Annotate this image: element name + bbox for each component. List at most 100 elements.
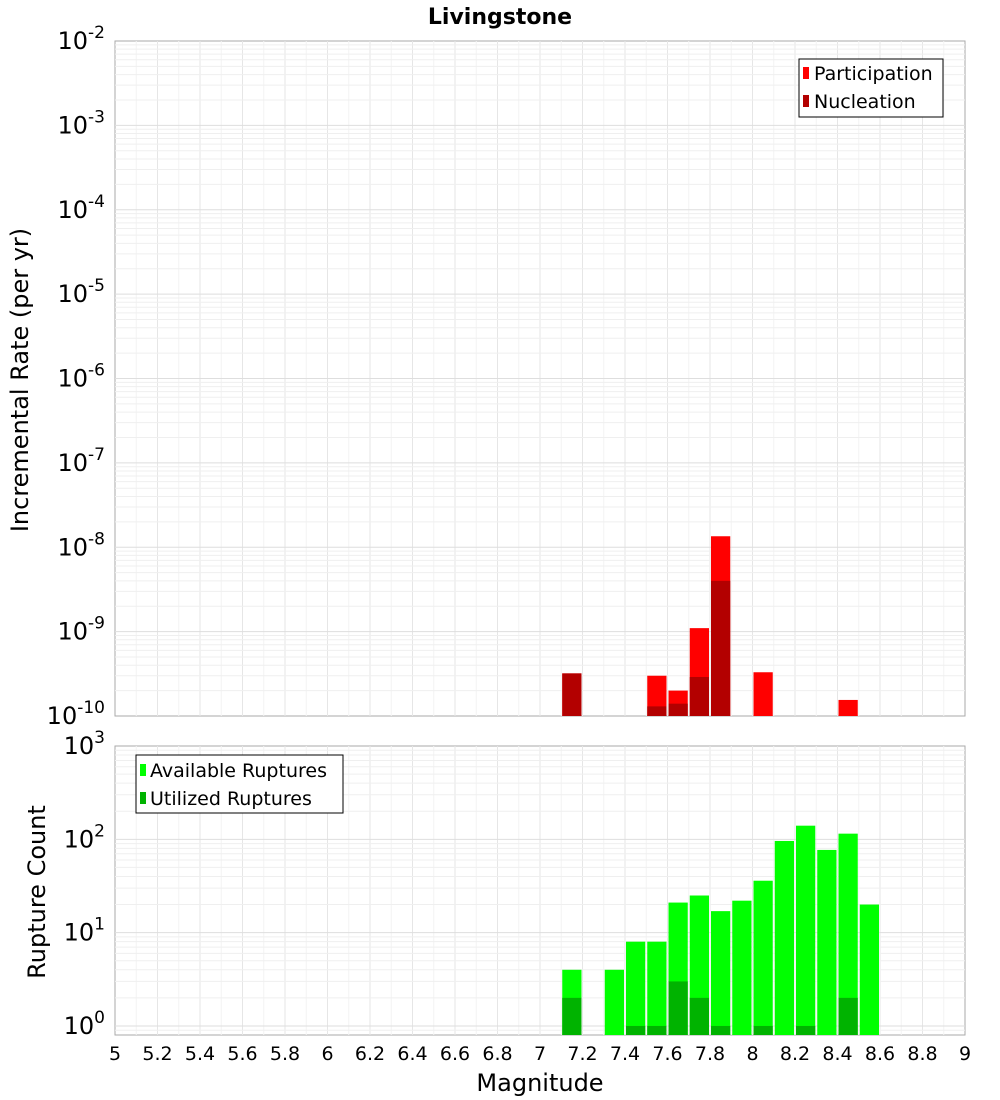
tick-base: 10	[64, 825, 95, 853]
available-ruptures-bar	[817, 849, 837, 1035]
nucleation-bar	[711, 580, 731, 716]
x-tick-label: 6.8	[482, 1043, 512, 1065]
x-tick-label: 8.2	[780, 1043, 810, 1065]
x-tick-label: 8	[746, 1043, 758, 1065]
top-y-tick-label: 10-10	[47, 698, 105, 730]
available-ruptures-bar	[604, 969, 624, 1035]
tick-exponent: -10	[77, 698, 105, 718]
bottom-legend-box	[135, 754, 344, 814]
tick-exponent: 0	[94, 1008, 105, 1028]
participation-bar	[753, 672, 773, 716]
x-tick-label: 8.6	[865, 1043, 895, 1065]
tick-base: 10	[58, 196, 89, 224]
x-tick-label: 5.4	[185, 1043, 215, 1065]
tick-exponent: 3	[94, 728, 105, 748]
available-ruptures-bar	[859, 904, 879, 1035]
tick-base: 10	[58, 280, 89, 308]
available-ruptures-bar	[774, 840, 794, 1035]
utilized-ruptures-bar	[647, 1025, 667, 1035]
utilized-ruptures-bar	[711, 1025, 731, 1035]
bottom-bars	[562, 825, 879, 1035]
tick-base: 10	[47, 702, 78, 730]
bottom-legend: Available Ruptures Utilized Ruptures	[135, 754, 344, 814]
x-tick-label: 7	[534, 1043, 546, 1065]
x-tick-label: 7.4	[610, 1043, 640, 1065]
bottom-y-tick-label: 102	[64, 821, 105, 853]
tick-exponent: -2	[88, 23, 105, 43]
bottom-y-axis-label: Rupture Count	[23, 805, 51, 979]
available-legend-swatch	[140, 764, 146, 776]
utilized-legend-label: Utilized Ruptures	[150, 788, 312, 810]
bottom-y-tick-label: 101	[64, 915, 105, 947]
nucleation-bar	[562, 673, 582, 716]
utilized-ruptures-bar	[668, 981, 688, 1035]
tick-base: 10	[64, 732, 95, 760]
available-ruptures-bar	[753, 880, 773, 1035]
participation-bar	[647, 675, 667, 716]
participation-bar	[838, 699, 858, 716]
utilized-ruptures-bar	[838, 997, 858, 1035]
top-legend: Participation Nucleation	[798, 58, 944, 118]
available-ruptures-bar	[626, 941, 646, 1035]
nucleation-bar	[647, 706, 667, 716]
x-tick-label: 6.4	[397, 1043, 427, 1065]
tick-base: 10	[64, 1012, 95, 1040]
available-ruptures-bar	[732, 900, 752, 1035]
tick-base: 10	[58, 533, 89, 561]
top-grid	[115, 41, 965, 716]
utilized-ruptures-bar	[796, 1025, 816, 1035]
x-axis-label: Magnitude	[476, 1069, 603, 1097]
top-y-tick-label: 10-8	[58, 529, 106, 561]
tick-exponent: -7	[88, 445, 105, 465]
top-y-tick-label: 10-6	[58, 361, 106, 393]
available-legend-label: Available Ruptures	[150, 760, 327, 782]
tick-exponent: -3	[88, 107, 105, 127]
bottom-y-tick-label: 103	[64, 728, 105, 760]
tick-base: 10	[64, 919, 95, 947]
tick-exponent: -5	[88, 276, 105, 296]
utilized-ruptures-bar	[562, 997, 582, 1035]
x-tick-labels: 5 5.2 5.4 5.6 5.8 6 6.2 6.4 6.6 6.8 7 7.2 7.4 7.6 7.8 8…	[109, 1043, 971, 1065]
top-y-axis-label: Incremental Rate (per yr)	[6, 228, 34, 532]
tick-exponent: 2	[94, 821, 105, 841]
x-tick-label: 5.6	[227, 1043, 257, 1065]
utilized-ruptures-bar	[626, 1025, 646, 1035]
tick-base: 10	[58, 365, 89, 393]
available-ruptures-bar	[796, 825, 816, 1035]
x-tick-label: 7.2	[567, 1043, 597, 1065]
available-ruptures-bar	[647, 941, 667, 1035]
tick-exponent: -6	[88, 361, 105, 381]
x-tick-label: 5.2	[142, 1043, 172, 1065]
tick-exponent: -4	[88, 192, 105, 212]
x-tick-label: 5.8	[270, 1043, 300, 1065]
chart-title: Livingstone	[428, 5, 572, 30]
top-legend-box	[798, 58, 944, 118]
top-y-tick-label: 10-5	[58, 276, 106, 308]
tick-base: 10	[58, 111, 89, 139]
nucleation-legend-swatch	[803, 95, 809, 107]
top-y-tick-label: 10-4	[58, 192, 106, 224]
tick-exponent: -8	[88, 529, 105, 549]
nucleation-bar	[689, 676, 709, 716]
x-tick-label: 9	[959, 1043, 971, 1065]
x-tick-label: 7.8	[695, 1043, 725, 1065]
x-tick-label: 8.8	[907, 1043, 937, 1065]
nucleation-bar	[668, 703, 688, 716]
bottom-y-tick-label: 100	[64, 1008, 105, 1040]
x-tick-label: 6.6	[440, 1043, 470, 1065]
tick-base: 10	[58, 618, 89, 646]
tick-base: 10	[58, 449, 89, 477]
x-tick-label: 7.6	[652, 1043, 682, 1065]
nucleation-legend-label: Nucleation	[814, 91, 916, 113]
x-tick-label: 6	[321, 1043, 333, 1065]
top-y-tick-label: 10-2	[58, 23, 106, 55]
top-y-tick-label: 10-7	[58, 445, 106, 477]
utilized-ruptures-bar	[753, 1025, 773, 1035]
x-tick-label: 6.2	[355, 1043, 385, 1065]
x-tick-label: 5	[109, 1043, 121, 1065]
utilized-legend-swatch	[140, 792, 146, 804]
